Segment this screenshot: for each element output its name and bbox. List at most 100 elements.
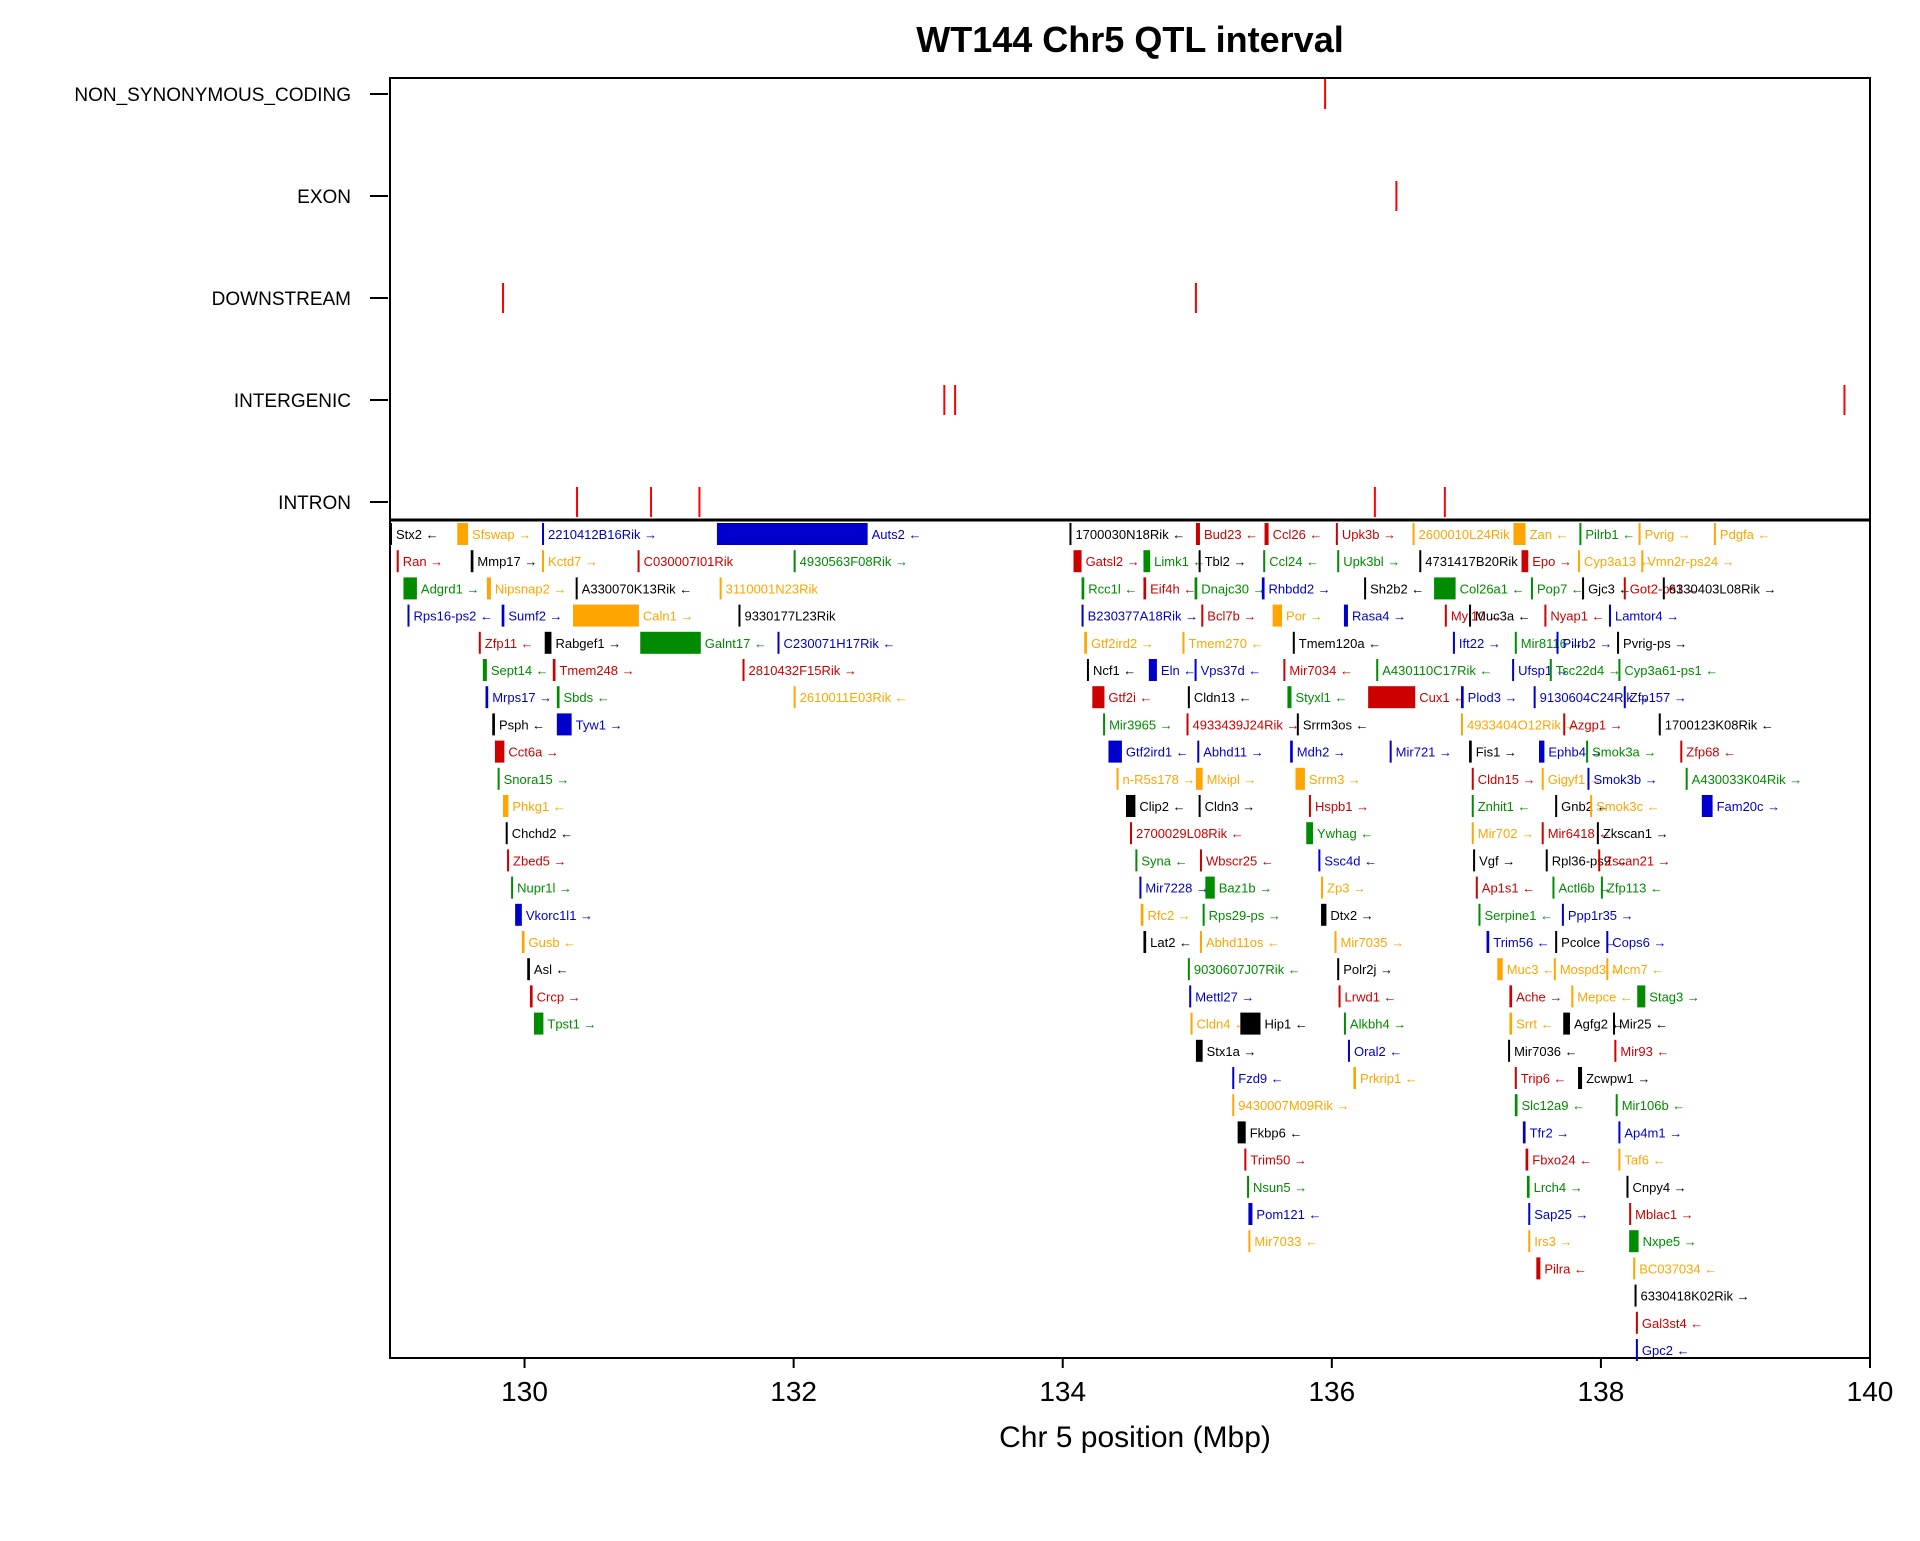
gene-bar (1237, 1121, 1246, 1144)
x-axis: 130 132 134 136 138 140 (501, 1358, 1893, 1407)
gene-label: Rcc1l ← (1088, 581, 1137, 596)
gene-label: Znhit1 ← (1478, 799, 1531, 814)
gene-label: Rabgef1 → (555, 636, 621, 651)
gene-label: 9330177L23Rik (744, 609, 836, 624)
gene-bar (1618, 659, 1621, 681)
category-label: INTERGENIC (234, 391, 351, 412)
gene-label: BC037034 ← (1639, 1261, 1717, 1276)
gene-label: Rfc2 → (1147, 908, 1190, 923)
gene-bar (486, 577, 491, 600)
gene-label: 1700030N18Rik ← (1075, 527, 1185, 542)
gene-bar (507, 849, 510, 872)
gene-bar (1189, 985, 1192, 1008)
gene-bar (1528, 1203, 1531, 1225)
gene-label: Ywhag ← (1317, 826, 1373, 841)
gene-label: Mblac1 → (1635, 1207, 1694, 1222)
gene-bar (1434, 577, 1456, 600)
gene-bar (1608, 604, 1611, 627)
gene-bar (1606, 931, 1609, 953)
gene-bar (1187, 958, 1190, 981)
gene-bar (1662, 577, 1665, 600)
gene-bar (1086, 659, 1089, 681)
gene-bar (1135, 849, 1138, 872)
gene-label: Abhd11 → (1203, 745, 1263, 760)
gene-label: Mir721 → (1396, 745, 1452, 760)
gene-bar (1541, 767, 1544, 790)
gene-label: Azgp1 → (1569, 717, 1622, 732)
gene-label: Zcwpw1 → (1586, 1071, 1650, 1086)
gene-bar (1617, 631, 1620, 654)
gene-bar (1635, 1339, 1638, 1361)
gene-bar (1578, 550, 1581, 573)
gene-label: Pcolce ← (1561, 935, 1617, 950)
gene-label: Ccl26 ← (1273, 527, 1323, 542)
chart-title: WT144 Chr5 QTL interval (916, 19, 1343, 60)
gene-label: Tfr2 → (1530, 1125, 1570, 1140)
gene-label: Nipsnap2 → (495, 581, 567, 596)
gene-bar (1444, 604, 1447, 627)
gene-label: Agfg2 ← (1574, 1017, 1625, 1032)
gene-label: Pdgfa ← (1720, 527, 1771, 542)
gene-bar (1521, 550, 1529, 573)
gene-bar (1198, 795, 1201, 817)
gene-bar (485, 686, 489, 709)
gene-bar (1338, 985, 1341, 1008)
gene-bar (1539, 740, 1545, 763)
gene-bar (1713, 523, 1716, 545)
gene-label: Rps29-ps → (1209, 908, 1281, 923)
gene-label: Upk3b → (1342, 527, 1396, 542)
gene-bar (527, 958, 530, 981)
gene-bar (1613, 1012, 1616, 1035)
gene-label: Polr2j → (1343, 962, 1393, 977)
gene-bar (1290, 740, 1293, 763)
gene-label: Mir6418 ← (1548, 826, 1612, 841)
gene-bar (1555, 795, 1558, 817)
gene-label: Cct6a → (508, 745, 559, 760)
gene-bar (1296, 713, 1299, 736)
gene-label: Eif4h ← (1150, 581, 1196, 596)
gene-label: Lamtor4 → (1615, 609, 1679, 624)
gene-bar (1199, 849, 1202, 872)
gene-bar (494, 740, 505, 763)
gene-label: Cldn15 → (1478, 772, 1536, 787)
gene-bar (390, 523, 392, 545)
gene-label: 4933404O12Rik → (1467, 717, 1578, 732)
gene-bar (1376, 659, 1379, 681)
gene-bar (1244, 1148, 1247, 1171)
gene-bar (1092, 686, 1105, 709)
gene-bar (1561, 903, 1564, 926)
gene-bar (1321, 876, 1324, 899)
gene-label: Muc3 ← (1507, 962, 1555, 977)
gene-label: Mir25 ← (1619, 1017, 1668, 1032)
gene-bar (1614, 1039, 1617, 1062)
gene-bar (515, 903, 522, 926)
gene-label: Mepce ← (1577, 989, 1633, 1004)
gene-bar (521, 931, 525, 953)
gene-bar (470, 550, 474, 573)
gene-bar (511, 876, 514, 899)
gene-label: Cldn4 ← (1197, 1017, 1248, 1032)
gene-label: Kctd7 → (548, 554, 598, 569)
gene-bar (1201, 604, 1204, 627)
gene-label: Mir7033 ← (1254, 1234, 1318, 1249)
gene-bar (640, 631, 701, 654)
gene-label: Mir7036 ← (1514, 1044, 1578, 1059)
gene-bar (1549, 659, 1552, 681)
gene-bar (1544, 604, 1547, 627)
gene-label: Ache → (1516, 989, 1562, 1004)
gene-bar (1536, 1257, 1541, 1280)
gene-label: Zfp68 ← (1686, 745, 1736, 760)
gene-label: Galnt17 ← (705, 636, 767, 651)
gene-label: Fkbp6 ← (1250, 1125, 1303, 1140)
gene-bar (1199, 931, 1202, 953)
gene-label: Mettl27 → (1195, 989, 1254, 1004)
gene-label: Lrwd1 ← (1345, 989, 1397, 1004)
gene-bar (1194, 577, 1198, 600)
gene-bar (1287, 686, 1292, 709)
x-tick-label: 130 (501, 1376, 548, 1407)
gene-label: Cldn3 → (1205, 799, 1256, 814)
gene-label: Rpl36-ps9 → (1552, 853, 1628, 868)
gene-label: Gnb2 ← (1561, 799, 1609, 814)
gene-bar (556, 686, 560, 709)
